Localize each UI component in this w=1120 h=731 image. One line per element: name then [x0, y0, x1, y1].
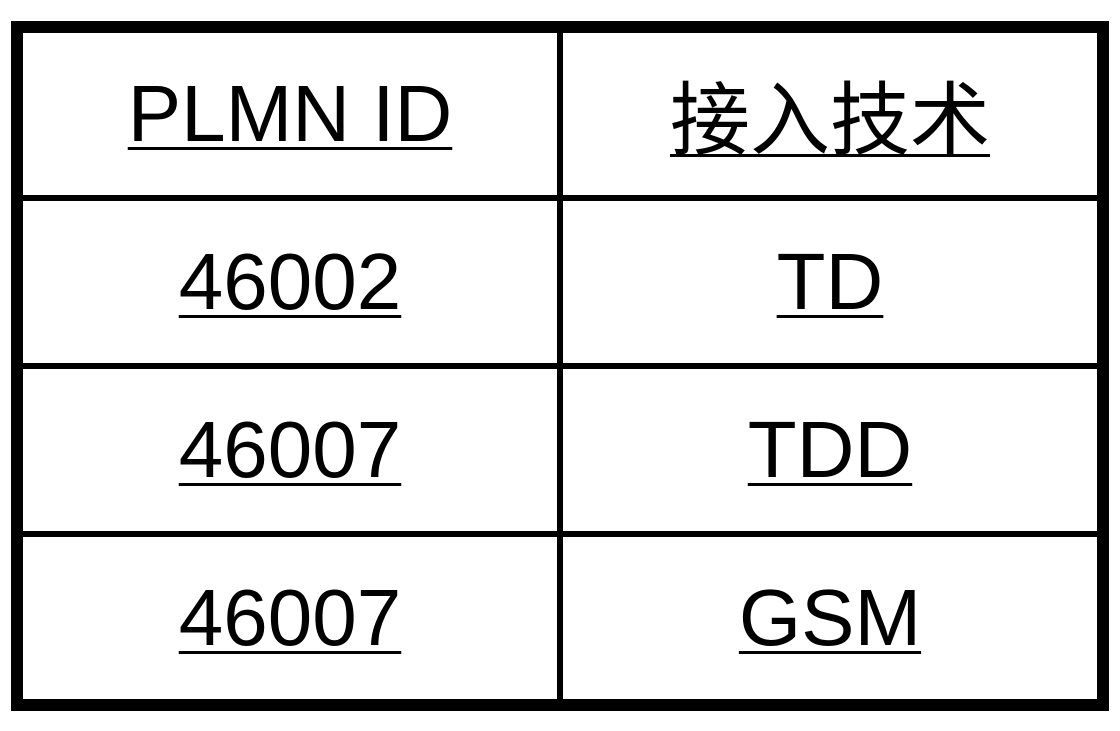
plmn-table: PLMN ID 接入技术 46002 TD 46007 TDD 46007 — [17, 27, 1103, 705]
cell-tech-text: TD — [777, 237, 884, 326]
cell-tech-text: TDD — [748, 405, 912, 494]
col-header-plmn-id: PLMN ID — [20, 30, 560, 198]
col-header-tech: 接入技术 — [560, 30, 1100, 198]
table-row: 46007 GSM — [20, 534, 1100, 702]
plmn-table-container: PLMN ID 接入技术 46002 TD 46007 TDD 46007 — [11, 21, 1109, 711]
cell-tech: GSM — [560, 534, 1100, 702]
cell-plmn-id: 46002 — [20, 198, 560, 366]
table-row: 46007 TDD — [20, 366, 1100, 534]
col-header-tech-text: 接入技术 — [670, 78, 990, 166]
cell-plmn-id-text: 46002 — [179, 237, 401, 326]
cell-tech: TD — [560, 198, 1100, 366]
table-row: 46002 TD — [20, 198, 1100, 366]
cell-plmn-id-text: 46007 — [179, 573, 401, 662]
cell-tech-text: GSM — [739, 573, 921, 662]
cell-plmn-id-text: 46007 — [179, 405, 401, 494]
cell-plmn-id: 46007 — [20, 534, 560, 702]
cell-plmn-id: 46007 — [20, 366, 560, 534]
table-header-row: PLMN ID 接入技术 — [20, 30, 1100, 198]
col-header-plmn-id-text: PLMN ID — [128, 69, 453, 158]
cell-tech: TDD — [560, 366, 1100, 534]
